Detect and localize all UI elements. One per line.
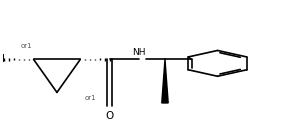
Text: or1: or1 (85, 95, 96, 101)
Polygon shape (162, 59, 168, 103)
Text: I: I (2, 54, 5, 64)
Text: O: O (105, 111, 114, 121)
Text: NH: NH (132, 48, 145, 57)
Text: or1: or1 (20, 44, 32, 50)
